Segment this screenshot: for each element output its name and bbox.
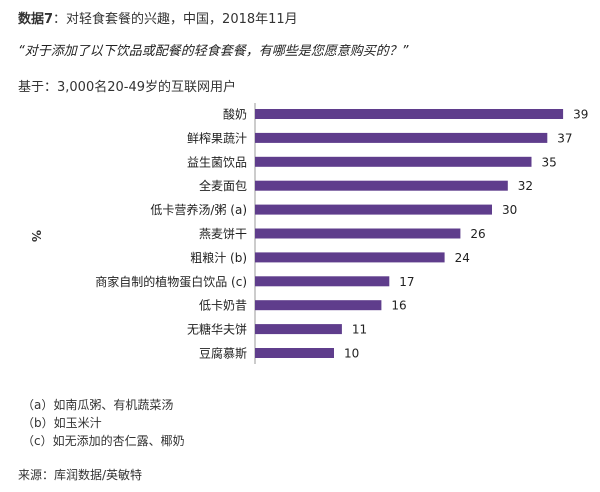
category-label: 燕麦饼干	[199, 227, 247, 241]
value-label: 32	[518, 179, 533, 193]
value-label: 39	[573, 108, 588, 122]
category-label: 粗粮汁 (b)	[190, 250, 247, 265]
bar	[255, 109, 564, 119]
bar	[255, 300, 382, 311]
bar	[255, 348, 334, 358]
bar	[255, 132, 548, 143]
category-label: 酸奶	[223, 107, 247, 122]
title-text: ：对轻食套餐的兴趣，中国，2018年11月	[53, 12, 298, 27]
value-label: 11	[352, 323, 367, 337]
bar	[255, 324, 342, 335]
bar	[255, 180, 508, 191]
value-label: 37	[557, 131, 572, 145]
bars-group: 酸奶 39 鲜榨果蔬汁 37 益生菌饮品 35 全麦面包 32 低卡营养汤/粥 (a) 30 燕麦饼…	[95, 107, 588, 361]
value-label: 26	[470, 227, 485, 241]
bar	[255, 156, 532, 167]
bar-chart: 酸奶 39 鲜榨果蔬汁 37 益生菌饮品 35 全麦面包 32 低卡营养汤/粥 (a) 30 燕麦饼…	[95, 103, 588, 364]
category-label: 全麦面包	[199, 178, 247, 193]
figure-label: 数据7	[18, 12, 54, 27]
category-label: 鲜榨果蔬汁	[187, 130, 247, 145]
category-label: 商家自制的植物蛋白饮品 (c)	[95, 274, 247, 289]
value-label: 10	[344, 347, 359, 361]
value-label: 16	[391, 299, 406, 313]
survey-question: “对于添加了以下饮品或配餐的轻食套餐，有哪些是您愿意购买的？”	[18, 44, 409, 59]
value-label: 30	[502, 203, 517, 217]
footnotes: （a）如南瓜粥、有机蔬菜汤 （b）如玉米汁 （c）如无添加的杏仁露、椰奶	[22, 396, 185, 450]
bar	[255, 252, 445, 263]
bar	[255, 276, 390, 287]
value-label: 35	[542, 155, 557, 169]
category-label: 低卡营养汤/粥 (a)	[150, 202, 247, 217]
base-note: 基于：3,000名20-49岁的互联网用户	[18, 80, 236, 95]
bar	[255, 228, 461, 239]
category-label: 无糖华夫饼	[187, 322, 247, 337]
category-label: 益生菌饮品	[187, 155, 247, 169]
value-label: 24	[455, 251, 470, 265]
bar	[255, 204, 492, 215]
category-label: 低卡奶昔	[199, 299, 247, 313]
category-label: 豆腐慕斯	[199, 346, 247, 361]
footnote-c: （c）如无添加的杏仁露、椰奶	[22, 434, 185, 448]
chart-title: 数据7：对轻食套餐的兴趣，中国，2018年11月	[18, 8, 298, 27]
footnote-b: （b）如玉米汁	[22, 416, 102, 430]
source-note: 来源：库润数据/英敏特	[18, 468, 143, 482]
value-label: 17	[399, 275, 414, 289]
footnote-a: （a）如南瓜粥、有机蔬菜汤	[22, 398, 174, 412]
